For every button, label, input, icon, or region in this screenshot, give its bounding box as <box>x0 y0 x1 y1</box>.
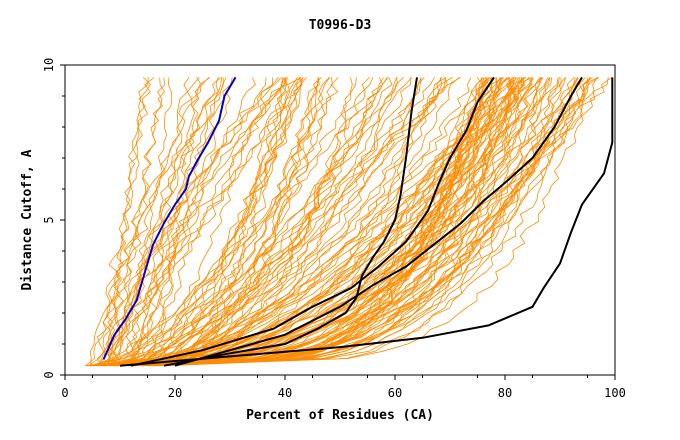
plot-area <box>85 76 614 367</box>
background-series-line <box>109 77 165 366</box>
background-series-line <box>113 77 486 367</box>
background-series-line <box>89 77 222 366</box>
background-series-line <box>104 77 609 367</box>
background-series-line <box>97 77 152 366</box>
background-series-line <box>149 77 567 367</box>
x-tick-label: 80 <box>498 386 512 400</box>
background-series-line <box>131 77 288 366</box>
background-series-line <box>140 77 600 367</box>
background-series-line <box>142 77 289 367</box>
background-series-line <box>112 77 515 367</box>
background-series-line <box>96 77 320 367</box>
background-series-line <box>107 77 532 367</box>
x-tick-label: 60 <box>388 386 402 400</box>
background-series-line <box>86 77 513 367</box>
background-series-line <box>87 77 488 367</box>
background-series-line <box>110 77 413 367</box>
background-series-line <box>137 77 398 367</box>
axes: 0 20 40 60 80 100 0 5 10 <box>42 58 626 400</box>
background-series-line <box>124 77 525 367</box>
highlighted-series-line-3 <box>174 76 583 367</box>
highlighted-series-line-4 <box>130 76 495 367</box>
background-series-line <box>102 77 302 366</box>
background-series-line <box>111 77 282 366</box>
background-series-line <box>91 77 388 367</box>
background-series-line <box>143 77 303 367</box>
background-series-line <box>115 77 422 367</box>
background-series-line <box>161 77 319 367</box>
background-series-line <box>164 77 593 367</box>
background-series-line <box>150 77 304 367</box>
y-axis-label: Distance Cutoff, A <box>20 149 35 290</box>
background-series-line <box>117 77 422 367</box>
background-series-line <box>134 77 219 366</box>
background-series-line <box>140 77 339 367</box>
highlighted-series-line-1 <box>102 76 237 360</box>
background-series-line <box>109 77 489 367</box>
background-series-line <box>143 77 412 367</box>
x-tick-label: 100 <box>604 386 626 400</box>
highlighted-series-line-5 <box>119 77 614 367</box>
x-axis-label: Percent of Residues (CA) <box>246 408 434 423</box>
background-series-line <box>103 77 526 367</box>
y-tick-label: 10 <box>42 58 56 72</box>
background-series-line <box>152 77 284 366</box>
background-series-line <box>101 77 472 367</box>
background-series-line <box>150 77 586 367</box>
background-series-line <box>85 77 200 367</box>
background-series-line <box>109 77 279 366</box>
background-series-line <box>91 77 304 367</box>
background-series-line <box>157 77 357 367</box>
background-series-line <box>97 77 489 367</box>
background-series-line <box>127 77 298 367</box>
background-series-line <box>114 77 562 367</box>
background-series-line <box>98 77 559 367</box>
background-series-line <box>128 77 532 367</box>
background-series-line <box>151 77 612 367</box>
background-series-line <box>133 77 288 366</box>
background-series-line <box>97 77 534 367</box>
background-series-line <box>126 77 173 366</box>
chart-title: T0996-D3 <box>309 18 372 33</box>
background-series-line <box>161 77 303 366</box>
background-series-line <box>96 77 374 367</box>
background-series-line <box>85 77 591 367</box>
background-series-line <box>129 77 224 366</box>
background-series-line <box>158 77 273 366</box>
background-series-line <box>93 77 497 367</box>
x-tick-label: 20 <box>168 386 182 400</box>
background-series-line <box>157 77 202 366</box>
background-series-line <box>101 77 307 367</box>
x-tick-label: 0 <box>61 386 68 400</box>
x-tick-label: 40 <box>278 386 292 400</box>
y-tick-label: 0 <box>42 371 56 378</box>
y-tick-label: 5 <box>42 216 56 223</box>
background-series-line <box>125 77 287 366</box>
background-series-line <box>152 77 551 367</box>
background-series-line <box>117 77 460 367</box>
highlighted-series-line-2 <box>163 77 418 367</box>
background-series-line <box>116 77 514 367</box>
background-series-line <box>100 77 502 367</box>
background-series-line <box>152 77 333 367</box>
background-series-line <box>133 77 370 367</box>
background-series-line <box>123 77 518 367</box>
background-series-line <box>118 77 285 367</box>
background-series-line <box>115 77 484 367</box>
background-series-line <box>151 77 448 367</box>
background-series-line <box>106 77 461 367</box>
background-series-line <box>100 77 510 367</box>
background-series-line <box>97 77 211 366</box>
background-series-line <box>158 77 320 367</box>
background-series-line <box>128 77 508 367</box>
background-series-line <box>91 77 487 367</box>
background-series-line <box>166 77 393 367</box>
background-series-line <box>152 77 353 367</box>
background-series-line <box>112 77 221 366</box>
background-series-line <box>96 77 209 366</box>
background-series-line <box>106 77 149 366</box>
